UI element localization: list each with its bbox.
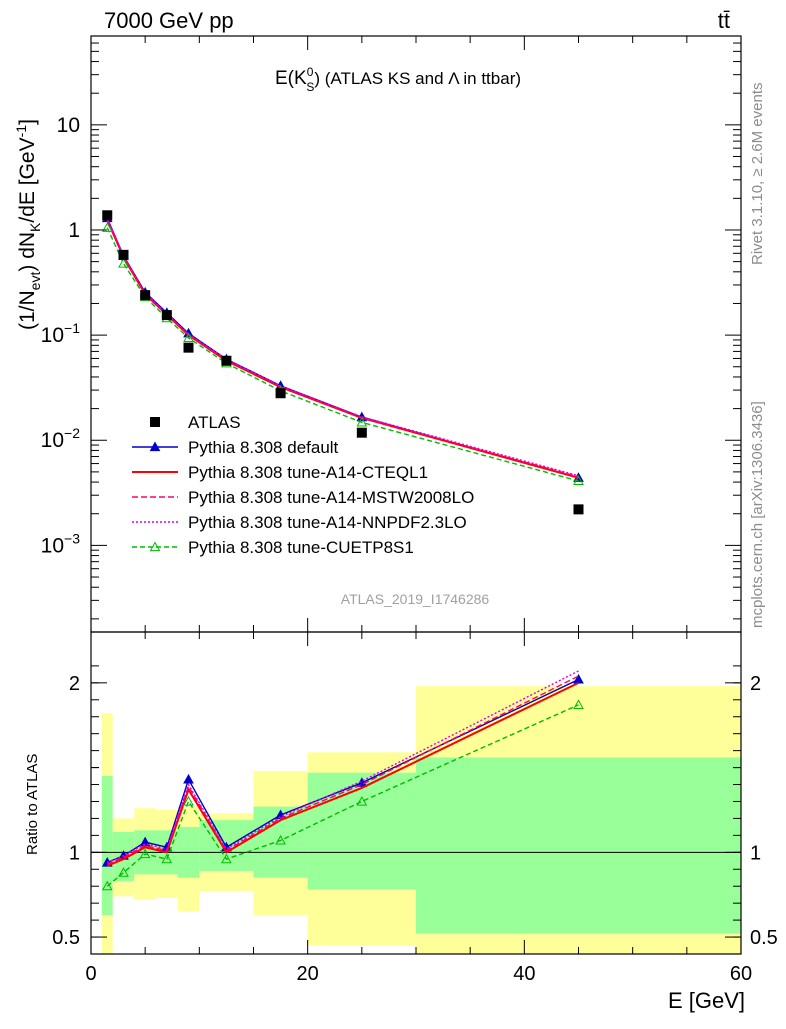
data-point-5 (221, 355, 232, 366)
y-tick-label: 10 (57, 114, 80, 137)
ratio-marker-4-8 (573, 699, 584, 709)
ratio-series-lines (101, 670, 584, 891)
series-marker-4-7 (356, 416, 368, 427)
ratio-tick-label-right: 0.5 (750, 927, 778, 949)
series-marker-4-4 (183, 332, 194, 343)
ratio-marker-4-0 (101, 880, 113, 891)
series-line-1 (106, 219, 579, 479)
analysis-id: ATLAS_2019_I1746286 (341, 591, 490, 607)
energy-label: 7000 GeV pp (104, 8, 234, 33)
data-point-7 (356, 427, 367, 438)
ratio-marker-4-6 (275, 834, 286, 845)
ylabel-post: /dE [GeV (16, 137, 39, 222)
y-tick-exp: −3 (64, 530, 80, 546)
ratio-marker-4-1 (118, 867, 129, 877)
ylabel-sup: -1 (13, 125, 29, 138)
ratio-bands (91, 686, 741, 954)
ratio-marker-4-7 (356, 795, 368, 806)
y-tick-label: 10−1 (41, 320, 81, 347)
ylabel-sub-k: K (27, 222, 43, 232)
y-tick-exp: −2 (64, 425, 80, 441)
x-axis-label: E [GeV] (668, 988, 745, 1013)
ratio-marker-0-4 (183, 773, 194, 784)
title-sub: S (306, 80, 314, 94)
y-tick-label: 10−3 (41, 530, 81, 557)
ratio-tick-label-right: 1 (750, 842, 761, 864)
data-point-8 (573, 504, 584, 515)
y-axis-label: (1/Nevt) dNK/dE [GeV-1] (13, 119, 43, 330)
series-line-2 (106, 218, 579, 478)
ratio-marker-4-4 (183, 795, 194, 806)
legend-label-1: Pythia 8.308 tune-A14-CTEQL1 (188, 463, 428, 482)
legend-label-2: Pythia 8.308 tune-A14-MSTW2008LO (188, 488, 474, 507)
x-tick-label: 0 (85, 963, 96, 985)
data-point-6 (275, 388, 286, 399)
ratio-tick-label-left: 2 (69, 673, 80, 695)
series-marker-4-0 (101, 222, 113, 232)
legend-label-3: Pythia 8.308 tune-A14-NNPDF2.3LO (188, 513, 467, 532)
data-point-4 (183, 342, 194, 353)
ylabel-sub-evt: evt (27, 272, 43, 291)
x-tick-label: 40 (513, 963, 535, 985)
title-sup: 0 (307, 65, 314, 79)
y-tick-label: 10−2 (41, 425, 81, 452)
ratio-line-1 (106, 681, 579, 867)
ratio-y-label: Ratio to ATLAS (24, 754, 41, 855)
main-series-lines (101, 210, 584, 515)
ratio-marker-4-3 (161, 853, 173, 864)
ratio-tick-label-left: 0.5 (52, 927, 80, 949)
data-point-0 (102, 210, 113, 221)
ratio-marker-4-5 (221, 853, 232, 864)
legend: ATLAS Pythia 8.308 default Pythia 8.308 tu… (132, 413, 474, 557)
ratio-line-3 (106, 670, 579, 864)
series-marker-4-1 (118, 257, 129, 268)
ratio-marker-0-8 (573, 673, 584, 684)
data-point-3 (161, 310, 172, 321)
legend-label-4: Pythia 8.308 tune-CUETP8S1 (188, 538, 414, 557)
plot-title: E(K0 S) (ATLAS KS and Λ in ttbar) (275, 65, 521, 94)
y-tick-base: 10 (41, 534, 64, 557)
x-tick-label: 60 (730, 963, 752, 985)
green-band-0 (101, 776, 113, 916)
title-rest: ) (ATLAS KS and Λ in ttbar) (314, 69, 521, 88)
green-band-7 (307, 772, 416, 890)
y-tick-base: 10 (41, 429, 64, 452)
ylabel-pre: (1/N (16, 290, 39, 330)
process-label: tt̄ (718, 8, 730, 33)
ratio-line-2 (106, 675, 579, 865)
series-marker-4-8 (573, 475, 584, 486)
mcplots-label: mcplots.cern.ch [arXiv:1306.3436] (749, 401, 766, 628)
y-tick-exp: −1 (64, 320, 80, 336)
legend-label-0: Pythia 8.308 default (188, 438, 339, 457)
series-line-4 (106, 227, 579, 482)
rivet-label: Rivet 3.1.10, ≥ 2.6M events (749, 83, 766, 266)
green-band-8 (416, 757, 741, 934)
y-tick-label: 1 (68, 219, 80, 242)
y-tick-base: 10 (41, 324, 64, 347)
ratio-marker-4-2 (139, 848, 151, 859)
ratio-tick-label-right: 2 (750, 673, 761, 695)
x-tick-label: 20 (297, 963, 319, 985)
legend-marker-4 (149, 541, 161, 552)
title-main: E(K (275, 68, 307, 89)
data-point-1 (118, 249, 129, 260)
series-line-0 (106, 217, 579, 479)
legend-label-data: ATLAS (188, 413, 241, 432)
data-point-2 (140, 290, 151, 301)
ylabel-mid: ) dN (16, 232, 39, 272)
ratio-tick-label-left: 1 (69, 842, 80, 864)
ylabel-end: ] (16, 119, 39, 125)
legend-data-marker (150, 417, 160, 427)
series-line-3 (106, 218, 579, 477)
legend-marker-0 (149, 441, 161, 452)
